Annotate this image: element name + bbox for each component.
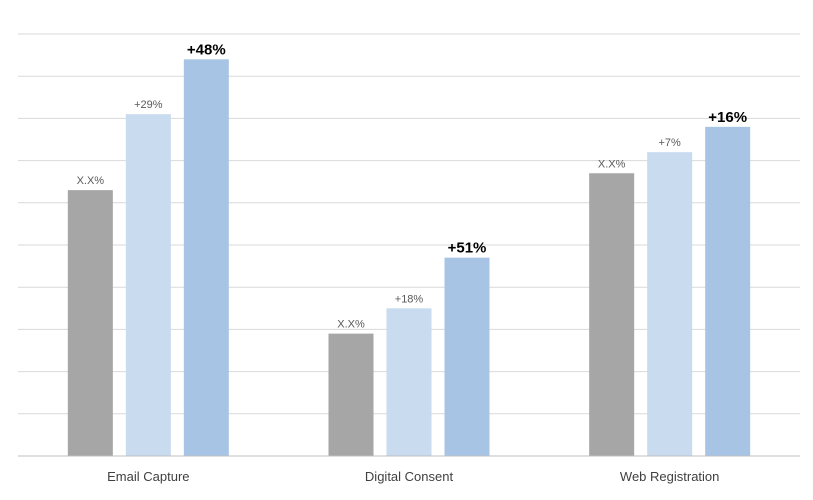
bars	[67, 59, 751, 457]
data-label: X.X%	[337, 319, 365, 331]
data-label: +18%	[395, 293, 424, 305]
bar	[705, 126, 751, 456]
data-label: +51%	[448, 240, 487, 257]
data-label: +48%	[187, 41, 226, 58]
data-label: +7%	[659, 137, 682, 149]
bar	[589, 173, 635, 456]
category-label: Web Registration	[620, 469, 719, 484]
data-labels: X.X% +29% +48% X.X% +18% +51% X.X% +7% +16%	[77, 41, 747, 330]
category-label: Email Capture	[107, 469, 189, 484]
data-label: +29%	[134, 99, 163, 111]
data-label: +16%	[708, 109, 747, 126]
data-label: X.X%	[598, 158, 626, 170]
bar	[328, 333, 374, 456]
data-label: X.X%	[77, 175, 105, 187]
category-label: Digital Consent	[365, 469, 454, 484]
bar	[444, 257, 490, 456]
bar	[386, 308, 432, 456]
bar	[647, 152, 693, 456]
bar	[183, 59, 229, 456]
category-labels: Email Capture Digital Consent Web Registra…	[107, 469, 719, 484]
bar	[125, 114, 171, 457]
bar	[67, 190, 113, 456]
